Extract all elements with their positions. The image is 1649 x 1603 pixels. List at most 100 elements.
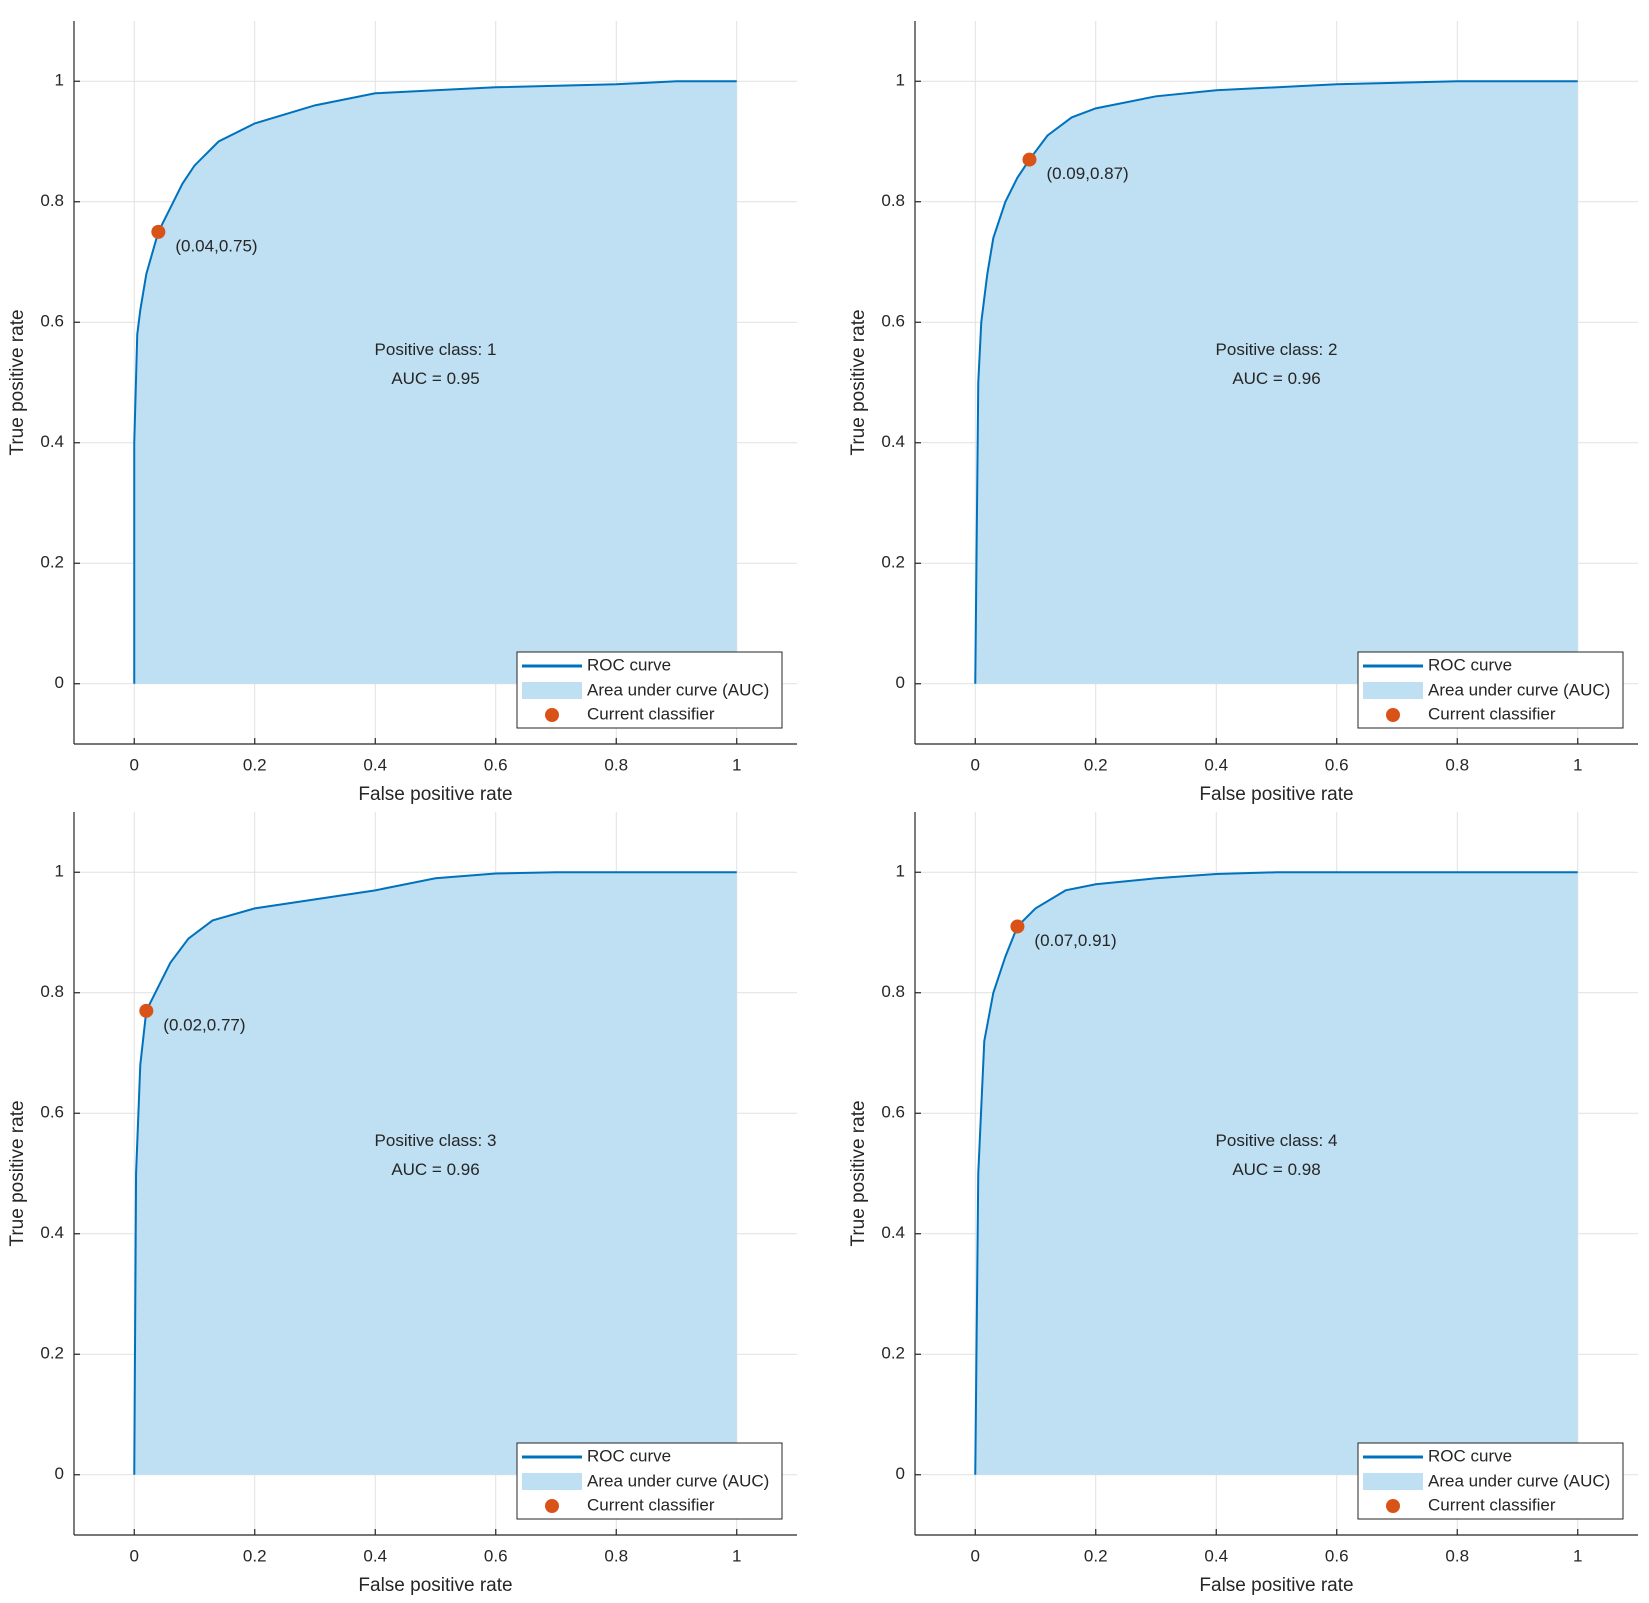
annotation: Positive class: 3 bbox=[375, 1131, 497, 1150]
y-tick-label: 1 bbox=[55, 862, 64, 881]
y-tick-label: 0 bbox=[896, 1464, 905, 1483]
x-tick-label: 0.6 bbox=[1325, 1546, 1349, 1565]
x-tick-label: 0.6 bbox=[484, 755, 508, 774]
x-tick-label: 1 bbox=[732, 755, 741, 774]
y-tick-label: 0.8 bbox=[881, 191, 905, 210]
x-tick-label: 1 bbox=[1573, 1546, 1582, 1565]
y-tick-label: 0.2 bbox=[40, 1344, 64, 1363]
y-tick-label: 0.8 bbox=[881, 982, 905, 1001]
legend-marker bbox=[1386, 708, 1400, 722]
x-tick-label: 0.6 bbox=[484, 1546, 508, 1565]
chart: 0 0.2 0.4 0.6 0.8 1 0 0.2 0.4 0.6 0.8 1 (0.02,0.77) P… bbox=[7, 812, 797, 1596]
x-tick-label: 0.8 bbox=[1445, 755, 1469, 774]
y-tick-label: 0.4 bbox=[40, 432, 64, 451]
legend-label: Current classifier bbox=[587, 704, 715, 723]
x-tick-label: 0.2 bbox=[243, 755, 267, 774]
annotation: Positive class: 4 bbox=[1216, 1131, 1338, 1150]
x-tick-label: 0.2 bbox=[1084, 755, 1108, 774]
roc-curve bbox=[974, 871, 1578, 1475]
y-axis-label: True positive rate bbox=[848, 1100, 869, 1246]
y-tick-label: 0.4 bbox=[881, 432, 905, 451]
x-tick-label: 0.4 bbox=[363, 755, 387, 774]
y-tick-label: 0.6 bbox=[881, 312, 905, 331]
y-tick-label: 0.8 bbox=[40, 191, 64, 210]
legend-label: Current classifier bbox=[587, 1495, 715, 1514]
auc-area bbox=[975, 872, 1578, 1475]
legend-label: Area under curve (AUC) bbox=[1428, 1471, 1610, 1490]
x-axis-label: False positive rate bbox=[358, 784, 512, 805]
annotation: AUC = 0.96 bbox=[1232, 369, 1320, 388]
x-axis-label: False positive rate bbox=[1199, 784, 1353, 805]
legend-label: ROC curve bbox=[1428, 655, 1512, 674]
x-axis-label: False positive rate bbox=[358, 1575, 512, 1596]
legend-marker bbox=[545, 708, 559, 722]
auc-area bbox=[134, 81, 737, 684]
annotation: Positive class: 2 bbox=[1216, 340, 1338, 359]
y-tick-label: 0 bbox=[55, 1464, 64, 1483]
x-tick-label: 0.8 bbox=[604, 1546, 628, 1565]
y-tick-label: 0.2 bbox=[881, 1344, 905, 1363]
y-tick-label: 0.6 bbox=[40, 1103, 64, 1122]
legend-marker bbox=[545, 1499, 559, 1513]
annotation: Positive class: 1 bbox=[375, 340, 497, 359]
x-tick-label: 0 bbox=[971, 1546, 980, 1565]
legend-label: ROC curve bbox=[1428, 1446, 1512, 1465]
annotation: AUC = 0.95 bbox=[391, 369, 479, 388]
chart: 0 0.2 0.4 0.6 0.8 1 0 0.2 0.4 0.6 0.8 1 (0.07,0.91) P… bbox=[848, 812, 1638, 1596]
x-tick-label: 0.6 bbox=[1325, 755, 1349, 774]
x-tick-label: 0.4 bbox=[1204, 755, 1228, 774]
x-tick-label: 0.2 bbox=[1084, 1546, 1108, 1565]
legend-label: ROC curve bbox=[587, 1446, 671, 1465]
y-tick-label: 0.6 bbox=[881, 1103, 905, 1122]
current-classifier-point bbox=[151, 224, 166, 239]
x-tick-label: 0.4 bbox=[1204, 1546, 1228, 1565]
legend-swatch bbox=[522, 1473, 582, 1490]
y-axis-label: True positive rate bbox=[848, 309, 869, 455]
x-tick-label: 1 bbox=[732, 1546, 741, 1565]
x-axis-label: False positive rate bbox=[1199, 1575, 1353, 1596]
y-tick-label: 0.8 bbox=[40, 982, 64, 1001]
chart: 0 0.2 0.4 0.6 0.8 1 0 0.2 0.4 0.6 0.8 1 (0.09,0.87) P… bbox=[848, 21, 1638, 805]
x-tick-label: 0 bbox=[971, 755, 980, 774]
point-label: (0.09,0.87) bbox=[1046, 164, 1128, 183]
current-classifier-point bbox=[139, 1003, 154, 1018]
legend-swatch bbox=[522, 682, 582, 699]
x-tick-label: 0.8 bbox=[604, 755, 628, 774]
y-tick-label: 1 bbox=[896, 862, 905, 881]
point-label: (0.07,0.91) bbox=[1034, 931, 1116, 950]
legend-swatch bbox=[1363, 682, 1423, 699]
y-tick-label: 0.6 bbox=[40, 312, 64, 331]
y-tick-label: 1 bbox=[896, 71, 905, 90]
roc-curve bbox=[974, 80, 1578, 684]
y-tick-label: 0 bbox=[55, 673, 64, 692]
y-axis-label: True positive rate bbox=[7, 309, 28, 455]
legend-label: Area under curve (AUC) bbox=[587, 1471, 769, 1490]
legend-label: Current classifier bbox=[1428, 704, 1556, 723]
legend-swatch bbox=[1363, 1473, 1423, 1490]
y-tick-label: 0.4 bbox=[40, 1223, 64, 1242]
x-tick-label: 0 bbox=[130, 755, 139, 774]
y-tick-label: 0.4 bbox=[881, 1223, 905, 1242]
auc-area bbox=[134, 872, 737, 1475]
auc-area bbox=[975, 81, 1578, 684]
x-tick-label: 0 bbox=[130, 1546, 139, 1565]
legend-marker bbox=[1386, 1499, 1400, 1513]
y-tick-label: 0.2 bbox=[40, 553, 64, 572]
current-classifier-point bbox=[1022, 152, 1037, 167]
legend-label: Current classifier bbox=[1428, 1495, 1556, 1514]
x-tick-label: 0.4 bbox=[363, 1546, 387, 1565]
chart: 0 0.2 0.4 0.6 0.8 1 0 0.2 0.4 0.6 0.8 1 (0.04,0.75) P… bbox=[7, 21, 797, 805]
point-label: (0.02,0.77) bbox=[163, 1015, 245, 1034]
annotation: AUC = 0.96 bbox=[391, 1160, 479, 1179]
roc-curve bbox=[133, 80, 737, 684]
point-label: (0.04,0.75) bbox=[175, 236, 257, 255]
y-axis-label: True positive rate bbox=[7, 1100, 28, 1246]
legend-label: Area under curve (AUC) bbox=[1428, 680, 1610, 699]
y-tick-label: 1 bbox=[55, 71, 64, 90]
y-tick-label: 0.2 bbox=[881, 553, 905, 572]
annotation: AUC = 0.98 bbox=[1232, 1160, 1320, 1179]
legend-label: Area under curve (AUC) bbox=[587, 680, 769, 699]
x-tick-label: 1 bbox=[1573, 755, 1582, 774]
current-classifier-point bbox=[1010, 919, 1025, 934]
